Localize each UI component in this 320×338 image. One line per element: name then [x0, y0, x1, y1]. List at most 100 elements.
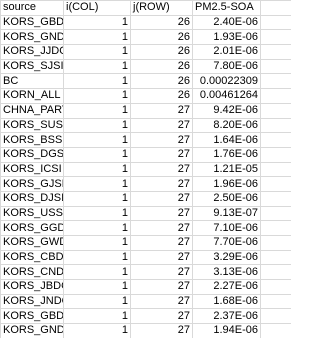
- cell[interactable]: KORS_GNDO: [0, 323, 64, 338]
- header-cell[interactable]: PM2.5-SOA: [192, 0, 261, 16]
- cell[interactable]: 1: [63, 29, 131, 46]
- cell[interactable]: 9.42E-06: [192, 102, 261, 119]
- cell[interactable]: 1: [63, 73, 131, 90]
- cell[interactable]: 26: [130, 73, 193, 90]
- cell[interactable]: 1: [63, 293, 131, 310]
- cell[interactable]: 1.93E-06: [192, 29, 261, 46]
- cell[interactable]: 1.21E-05: [192, 161, 261, 178]
- cell[interactable]: 1: [63, 117, 131, 134]
- cell[interactable]: 1: [63, 44, 131, 60]
- cell[interactable]: 1: [63, 161, 131, 178]
- cell[interactable]: KORS_GNDO: [0, 29, 64, 46]
- cell[interactable]: 1: [63, 190, 131, 207]
- cell[interactable]: 9.13E-07: [192, 205, 261, 222]
- empty-cell[interactable]: [260, 205, 291, 222]
- cell[interactable]: KORS_JBDO: [0, 279, 64, 295]
- cell[interactable]: 27: [130, 176, 193, 192]
- cell[interactable]: 7.80E-06: [192, 58, 261, 75]
- cell[interactable]: 1: [63, 264, 131, 281]
- cell[interactable]: 1: [63, 176, 131, 192]
- cell[interactable]: KORS_GWDO: [0, 235, 64, 251]
- cell[interactable]: 27: [130, 102, 193, 119]
- cell[interactable]: KORS_DJSI: [0, 190, 64, 207]
- empty-cell[interactable]: [260, 132, 291, 148]
- cell[interactable]: 1.76E-06: [192, 146, 261, 163]
- cell[interactable]: 1: [63, 279, 131, 295]
- empty-cell[interactable]: [260, 14, 291, 31]
- cell[interactable]: 1: [63, 88, 131, 104]
- cell[interactable]: KORS_BSSI: [0, 132, 64, 148]
- cell[interactable]: 27: [130, 308, 193, 325]
- cell[interactable]: 2.40E-06: [192, 14, 261, 31]
- cell[interactable]: KORS_GBDO: [0, 308, 64, 325]
- cell[interactable]: 27: [130, 323, 193, 338]
- empty-cell[interactable]: [260, 161, 291, 178]
- cell[interactable]: 1: [63, 235, 131, 251]
- cell[interactable]: KORS_JNDO: [0, 293, 64, 310]
- cell[interactable]: KORS_JJDO: [0, 44, 64, 60]
- empty-cell[interactable]: [260, 190, 291, 207]
- cell[interactable]: 1: [63, 220, 131, 236]
- cell[interactable]: KORS_CBDO: [0, 249, 64, 266]
- empty-cell[interactable]: [260, 308, 291, 325]
- cell[interactable]: KORS_SUSI: [0, 117, 64, 134]
- header-cell[interactable]: source: [0, 0, 64, 16]
- cell[interactable]: 3.29E-06: [192, 249, 261, 266]
- cell[interactable]: KORS_GJSI: [0, 176, 64, 192]
- cell[interactable]: 1: [63, 14, 131, 31]
- cell[interactable]: KORS_SJSI: [0, 58, 64, 75]
- cell[interactable]: KORS_DGSI: [0, 146, 64, 163]
- cell[interactable]: 1: [63, 58, 131, 75]
- empty-cell[interactable]: [260, 102, 291, 119]
- empty-cell[interactable]: [260, 29, 291, 46]
- empty-cell[interactable]: [260, 220, 291, 236]
- cell[interactable]: 27: [130, 249, 193, 266]
- cell[interactable]: 27: [130, 190, 193, 207]
- empty-cell[interactable]: [260, 0, 291, 16]
- cell[interactable]: KORS_ICSI: [0, 161, 64, 178]
- empty-cell[interactable]: [260, 249, 291, 266]
- cell[interactable]: 27: [130, 293, 193, 310]
- cell[interactable]: 1.96E-06: [192, 176, 261, 192]
- cell[interactable]: CHNA_PART: [0, 102, 64, 119]
- cell[interactable]: 0.00022309: [192, 73, 261, 90]
- cell[interactable]: 26: [130, 58, 193, 75]
- cell[interactable]: 26: [130, 29, 193, 46]
- cell[interactable]: KORS_GBDO: [0, 14, 64, 31]
- cell[interactable]: 27: [130, 279, 193, 295]
- cell[interactable]: 1: [63, 308, 131, 325]
- cell[interactable]: 26: [130, 88, 193, 104]
- empty-cell[interactable]: [260, 73, 291, 90]
- header-cell[interactable]: j(ROW): [130, 0, 193, 16]
- cell[interactable]: 2.37E-06: [192, 308, 261, 325]
- cell[interactable]: 8.20E-06: [192, 117, 261, 134]
- cell[interactable]: 1.94E-06: [192, 323, 261, 338]
- cell[interactable]: 7.10E-06: [192, 220, 261, 236]
- cell[interactable]: 27: [130, 161, 193, 178]
- empty-cell[interactable]: [260, 88, 291, 104]
- cell[interactable]: KORN_ALL: [0, 88, 64, 104]
- cell[interactable]: 2.50E-06: [192, 190, 261, 207]
- cell[interactable]: 27: [130, 205, 193, 222]
- cell[interactable]: BC: [0, 73, 64, 90]
- empty-cell[interactable]: [260, 146, 291, 163]
- cell[interactable]: 27: [130, 220, 193, 236]
- cell[interactable]: 1: [63, 205, 131, 222]
- cell[interactable]: 1: [63, 249, 131, 266]
- empty-cell[interactable]: [260, 293, 291, 310]
- empty-cell[interactable]: [260, 44, 291, 60]
- cell[interactable]: 1.64E-06: [192, 132, 261, 148]
- cell[interactable]: 27: [130, 117, 193, 134]
- cell[interactable]: KORS_USSI: [0, 205, 64, 222]
- cell[interactable]: 26: [130, 44, 193, 60]
- cell[interactable]: 2.01E-06: [192, 44, 261, 60]
- cell[interactable]: 1.68E-06: [192, 293, 261, 310]
- cell[interactable]: 1: [63, 146, 131, 163]
- empty-cell[interactable]: [260, 176, 291, 192]
- cell[interactable]: 27: [130, 235, 193, 251]
- empty-cell[interactable]: [260, 58, 291, 75]
- empty-cell[interactable]: [260, 235, 291, 251]
- cell[interactable]: 27: [130, 264, 193, 281]
- cell[interactable]: 1: [63, 102, 131, 119]
- cell[interactable]: 7.70E-06: [192, 235, 261, 251]
